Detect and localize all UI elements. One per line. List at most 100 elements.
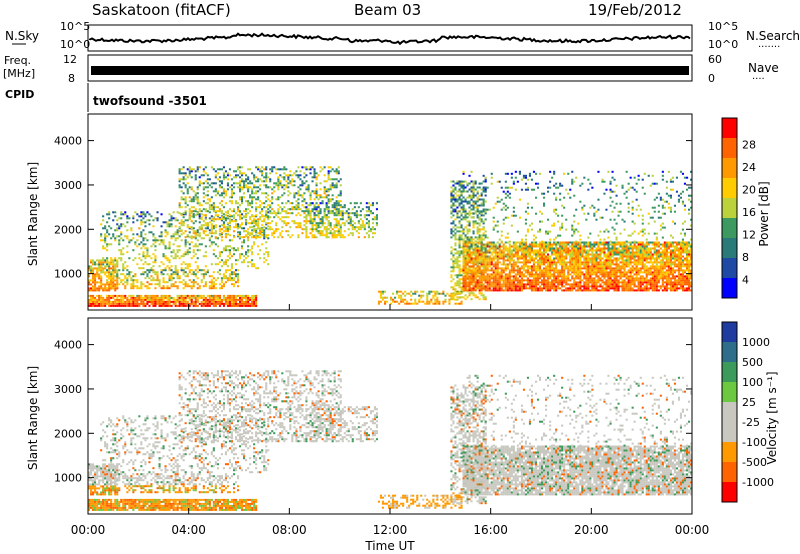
echo-cell — [329, 224, 332, 227]
echo-cell — [100, 304, 103, 307]
echo-cell — [94, 273, 97, 276]
echo-cell — [239, 210, 242, 213]
echo-cell — [198, 184, 201, 187]
echo-cell — [579, 243, 582, 246]
echo-cell — [90, 267, 93, 270]
echo-cell — [168, 304, 171, 307]
echo-cell — [110, 257, 113, 260]
echo-cell — [482, 210, 485, 213]
echo-cell — [142, 243, 145, 246]
echo-cell — [152, 271, 155, 274]
echo-cell — [251, 222, 254, 225]
echo-cell — [512, 263, 515, 266]
echo-cell — [537, 267, 540, 270]
echo-cell — [587, 271, 590, 274]
echo-cell — [126, 304, 129, 307]
echo-cell — [301, 196, 304, 199]
echo-cell — [206, 294, 209, 297]
echo-cell — [450, 246, 453, 249]
echo-cell — [255, 210, 258, 213]
echo-cell — [186, 219, 189, 222]
echo-cell — [287, 190, 290, 193]
echo-cell — [108, 281, 111, 284]
echo-cell — [539, 253, 542, 256]
echo-cell — [458, 254, 461, 257]
echo-cell — [140, 233, 143, 236]
echo-cell — [506, 285, 509, 288]
echo-cell — [514, 249, 517, 252]
echo-cell — [239, 188, 242, 191]
echo-cell — [561, 275, 564, 278]
echo-cell — [212, 287, 215, 290]
echo-cell — [484, 249, 487, 252]
echo-cell — [96, 271, 99, 274]
echo-cell — [518, 245, 521, 248]
echo-cell — [384, 300, 387, 303]
echo-cell — [126, 281, 129, 284]
echo-cell — [327, 190, 330, 193]
echo-cell — [535, 273, 538, 276]
echo-cell — [200, 216, 203, 219]
echo-cell — [593, 269, 596, 272]
echo-cell — [498, 257, 501, 260]
echo-cell — [587, 285, 590, 288]
echo-cell — [321, 234, 324, 237]
echo-cell — [484, 210, 487, 213]
echo-cell — [98, 296, 101, 299]
echo-cell — [474, 210, 477, 213]
echo-cell — [462, 279, 465, 282]
echo-cell — [573, 243, 576, 246]
echo-cell — [520, 289, 523, 292]
echo-cell — [476, 287, 479, 290]
echo-cell — [464, 257, 467, 260]
echo-cell — [532, 267, 535, 270]
echo-cell — [339, 228, 342, 231]
echo-cell — [484, 296, 487, 299]
echo-cell — [116, 219, 119, 222]
echo-cell — [196, 298, 199, 301]
echo-cell — [243, 304, 246, 307]
echo-cell — [186, 296, 189, 299]
echo-cell — [285, 186, 288, 189]
echo-cell — [585, 245, 588, 248]
echo-cell — [458, 296, 461, 299]
echo-cell — [208, 206, 211, 209]
echo-cell — [134, 302, 137, 305]
echo-cell — [476, 261, 479, 264]
echo-cell — [206, 202, 209, 205]
echo-cell — [168, 279, 171, 282]
echo-cell — [116, 298, 119, 301]
echo-cell — [355, 216, 358, 219]
echo-cell — [545, 247, 548, 250]
echo-cell — [202, 186, 205, 189]
echo-cell — [239, 253, 242, 256]
echo-cell — [174, 255, 177, 258]
echo-cell — [581, 271, 584, 274]
echo-cell — [452, 188, 455, 191]
echo-cell — [470, 287, 473, 290]
echo-cell — [470, 196, 473, 199]
echo-cell — [464, 208, 467, 211]
echo-cell — [226, 269, 229, 272]
echo-cell — [102, 269, 105, 272]
echo-cell — [295, 222, 298, 225]
echo-cell — [478, 228, 481, 231]
echo-cell — [565, 241, 568, 244]
echo-cell — [228, 298, 231, 301]
echo-cell — [577, 281, 580, 284]
echo-cell — [122, 269, 125, 272]
echo-cell — [492, 281, 495, 284]
echo-cell — [186, 265, 189, 268]
echo-cell — [90, 283, 93, 286]
echo-cell — [351, 226, 354, 229]
echo-cell — [528, 279, 531, 282]
echo-cell — [313, 168, 316, 171]
echo-cell — [88, 283, 91, 286]
echo-cell — [557, 255, 560, 258]
echo-cell — [573, 271, 576, 274]
echo-cell — [192, 279, 195, 282]
echo-cell — [426, 296, 429, 299]
echo-cell — [339, 236, 342, 239]
echo-cell — [247, 302, 250, 305]
echo-cell — [454, 274, 457, 277]
